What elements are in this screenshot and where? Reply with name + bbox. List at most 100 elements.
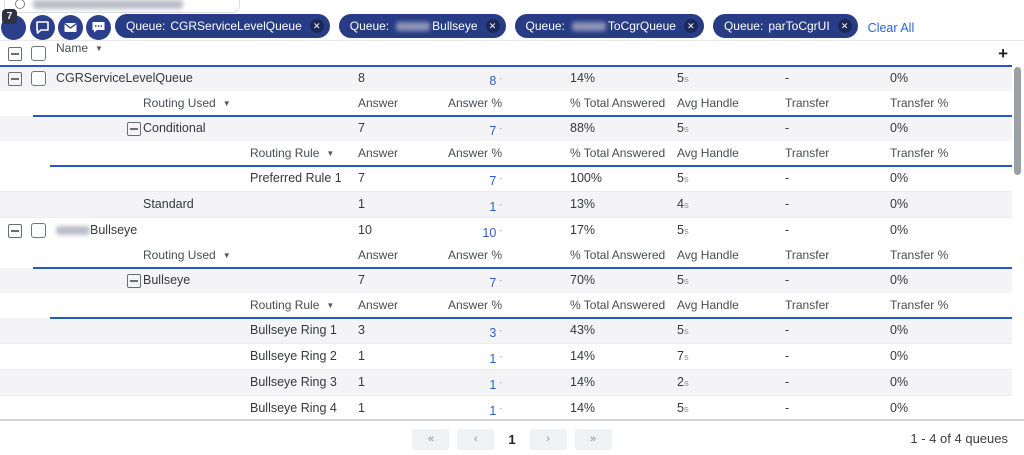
total-answered-cell: 13% bbox=[570, 197, 596, 211]
answer-pct-link[interactable]: 10 bbox=[482, 226, 497, 240]
subcolumn-header-answer-[interactable]: Answer % bbox=[447, 96, 502, 110]
next-page-button[interactable]: › bbox=[529, 429, 567, 450]
answer-pct-link[interactable]: 1 bbox=[489, 378, 497, 392]
subcolumn-header-answer-[interactable]: Answer % bbox=[447, 298, 502, 312]
subcolumn-header-transfer[interactable]: Transfer bbox=[785, 96, 830, 110]
dropdown-caret-icon[interactable]: ▼ bbox=[326, 301, 335, 310]
answer-pct-link[interactable]: 1 bbox=[489, 200, 497, 214]
subcolumn-header-answer-[interactable]: Answer % bbox=[447, 146, 502, 160]
routing-row: Bullseye 7 7-70% 5s -0% bbox=[0, 268, 1012, 293]
queue-filter-chip[interactable]: Queue: CGRServiceLevelQueue ✕ bbox=[115, 14, 330, 38]
avg-handle-unit: s bbox=[683, 74, 689, 85]
subheader-row: Routing Rule ▼ Answer Answer % % Total Answe… bbox=[0, 293, 1012, 319]
answer-pct-link[interactable]: 1 bbox=[489, 404, 497, 418]
answer-pct-link[interactable]: 1 bbox=[489, 352, 497, 366]
footnote-marker: - bbox=[499, 74, 502, 83]
chip-queue-name: parToCgrUI bbox=[768, 19, 830, 33]
transfer-cell: - bbox=[785, 323, 790, 337]
subcolumn-header-avg-handle[interactable]: Avg Handle bbox=[677, 248, 739, 262]
group-by-label[interactable]: Routing Used ▼ bbox=[143, 243, 231, 268]
chip-close-icon[interactable]: ✕ bbox=[309, 19, 324, 33]
row-name: Standard bbox=[143, 192, 194, 217]
search-box-partial[interactable] bbox=[4, 0, 240, 13]
subcolumn-header-avg-handle[interactable]: Avg Handle bbox=[677, 146, 739, 160]
answer-pct-link[interactable]: 7 bbox=[489, 174, 497, 188]
subcolumn-header-transfer-[interactable]: Transfer % bbox=[890, 298, 949, 312]
footnote-marker: - bbox=[499, 326, 502, 335]
answer-pct-link[interactable]: 3 bbox=[489, 326, 497, 340]
subcolumn-header-transfer-[interactable]: Transfer % bbox=[890, 248, 949, 262]
first-page-button[interactable]: « bbox=[412, 429, 450, 450]
clear-all-link[interactable]: Clear All bbox=[867, 21, 915, 35]
envelope-glyph bbox=[64, 22, 77, 32]
subcolumn-header-avg-handle[interactable]: Avg Handle bbox=[677, 96, 739, 110]
row-checkbox[interactable] bbox=[31, 223, 46, 238]
row-name: Preferred Rule 1 bbox=[250, 166, 342, 191]
row-checkbox[interactable] bbox=[31, 71, 46, 86]
column-header-name[interactable]: Name ▼ bbox=[56, 41, 103, 55]
vertical-scrollbar-thumb[interactable] bbox=[1014, 67, 1021, 175]
subcolumn-header--total-answered[interactable]: % Total Answered bbox=[570, 248, 666, 262]
queue-filter-chip[interactable]: Queue: Bullseye ✕ bbox=[338, 14, 506, 38]
subcolumn-header-transfer-[interactable]: Transfer % bbox=[890, 96, 949, 110]
subcolumn-header-answer[interactable]: Answer bbox=[358, 146, 399, 160]
collapse-row-icon[interactable] bbox=[8, 72, 22, 86]
sort-caret-icon[interactable]: ▼ bbox=[95, 44, 103, 53]
avg-handle-value: 5 bbox=[677, 71, 684, 85]
queue-filter-chip[interactable]: Queue: ToCgrQueue ✕ bbox=[514, 14, 704, 38]
prev-page-button[interactable]: ‹ bbox=[457, 429, 495, 450]
header-underline bbox=[0, 65, 1012, 67]
subcolumn-header-answer-[interactable]: Answer % bbox=[447, 248, 502, 262]
add-column-button[interactable]: + bbox=[998, 44, 1008, 63]
sms-icon[interactable] bbox=[86, 15, 111, 40]
answer-pct-link[interactable]: 7 bbox=[489, 276, 497, 290]
chat-icon[interactable] bbox=[30, 15, 55, 40]
subcolumn-header-answer[interactable]: Answer bbox=[358, 96, 399, 110]
group-by-label[interactable]: Routing Rule ▼ bbox=[250, 293, 334, 318]
group-header-underline bbox=[33, 115, 1012, 117]
row-name-text: Bullseye Ring 3 bbox=[250, 375, 337, 389]
collapse-row-icon[interactable] bbox=[127, 274, 141, 288]
subcolumn-header-transfer[interactable]: Transfer bbox=[785, 146, 830, 160]
subcolumn-header-avg-handle[interactable]: Avg Handle bbox=[677, 298, 739, 312]
transfer-pct-cell: 0% bbox=[890, 401, 909, 415]
range-summary: 1 - 4 of 4 queues bbox=[910, 431, 1008, 446]
avg-handle-unit: s bbox=[683, 226, 689, 237]
dropdown-caret-icon[interactable]: ▼ bbox=[326, 149, 335, 158]
dropdown-caret-icon[interactable]: ▼ bbox=[222, 251, 231, 260]
chip-close-icon[interactable]: ✕ bbox=[683, 19, 698, 33]
collapse-row-icon[interactable] bbox=[8, 224, 22, 238]
subcolumn-header-answer[interactable]: Answer bbox=[358, 248, 399, 262]
transfer-pct-cell: 0% bbox=[890, 121, 909, 135]
subcolumn-header-transfer-[interactable]: Transfer % bbox=[890, 146, 949, 160]
collapse-row-icon[interactable] bbox=[127, 122, 141, 136]
avg-handle-unit: s bbox=[683, 276, 689, 287]
group-header-underline bbox=[50, 165, 1012, 167]
subcolumn-header-transfer[interactable]: Transfer bbox=[785, 298, 830, 312]
avg-handle-cell: 5s bbox=[677, 268, 689, 294]
chip-close-icon[interactable]: ✕ bbox=[837, 19, 852, 33]
last-page-button[interactable]: » bbox=[574, 429, 612, 450]
group-header-underline bbox=[50, 317, 1012, 319]
email-icon[interactable] bbox=[58, 15, 83, 40]
answer-pct-link[interactable]: 8 bbox=[489, 74, 497, 88]
subcolumn-header--total-answered[interactable]: % Total Answered bbox=[570, 146, 666, 160]
transfer-cell: - bbox=[785, 375, 790, 389]
subcolumn-header--total-answered[interactable]: % Total Answered bbox=[570, 298, 666, 312]
dropdown-caret-icon[interactable]: ▼ bbox=[222, 99, 231, 108]
answer-pct-link[interactable]: 7 bbox=[489, 124, 497, 138]
chip-prefix: Queue: bbox=[126, 19, 166, 33]
subcolumn-header-answer[interactable]: Answer bbox=[358, 298, 399, 312]
group-by-label[interactable]: Routing Used ▼ bbox=[143, 91, 231, 116]
subcolumn-header-transfer[interactable]: Transfer bbox=[785, 248, 830, 262]
footnote-marker: - bbox=[499, 124, 502, 133]
group-by-label[interactable]: Routing Rule ▼ bbox=[250, 141, 334, 166]
chip-close-icon[interactable]: ✕ bbox=[485, 19, 500, 33]
queue-filter-chip[interactable]: Queue: parToCgrUI ✕ bbox=[712, 14, 858, 38]
queue-row: CGRServiceLevelQueue 8 8-14% 5s -0% bbox=[0, 66, 1012, 91]
avg-handle-value: 5 bbox=[677, 323, 684, 337]
avg-handle-cell: 7s bbox=[677, 344, 689, 370]
expand-all-icon[interactable] bbox=[8, 47, 22, 61]
subcolumn-header--total-answered[interactable]: % Total Answered bbox=[570, 96, 666, 110]
select-all-checkbox[interactable] bbox=[31, 46, 46, 61]
